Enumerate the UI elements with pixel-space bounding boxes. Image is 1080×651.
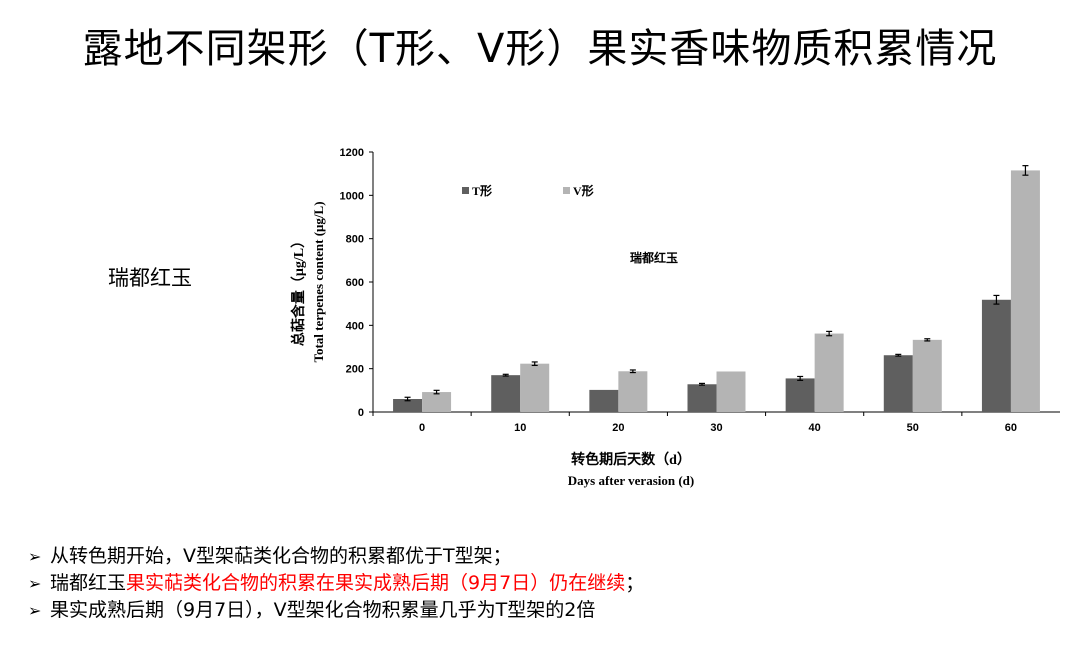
arrow-bullet-icon: ➢ [28, 574, 42, 593]
bar [618, 371, 648, 412]
x-tick-label: 0 [419, 422, 425, 434]
bar [912, 339, 942, 412]
slide-title: 露地不同架形（T形、V形）果实香味物质积累情况 [82, 26, 998, 72]
conclusion-text-end: ； [625, 572, 645, 594]
y-tick-label: 1000 [340, 190, 364, 202]
arrow-bullet-icon: ➢ [28, 547, 42, 566]
terpene-bar-chart: 0 200 400 600 800 1000 1200 0 10 20 30 40 50 60 T形 V形瑞都… [290, 147, 1060, 488]
legend-swatch [462, 187, 469, 194]
y-tick-label: 1200 [340, 147, 364, 159]
bar [422, 392, 452, 412]
bar [716, 371, 746, 412]
bar [393, 399, 423, 412]
conclusion-item: ➢ 瑞都红玉果实萜类化合物的积累在果实成熟后期（9月7日）仍在继续； [28, 570, 644, 597]
x-tick-label: 30 [710, 422, 722, 434]
x-tick-label: 60 [1005, 422, 1017, 434]
x-tick-label: 50 [907, 422, 919, 434]
bar [589, 389, 619, 412]
y-tick-label: 0 [358, 407, 364, 419]
x-axis-label-en: Days after verasion (d) [568, 473, 695, 488]
y-axis-label-en: Total terpenes content (μg/L) [311, 201, 326, 362]
conclusion-list: ➢ 从转色期开始，V型架萜类化合物的积累都优于T型架； ➢ 瑞都红玉果实萜类化合物的… [28, 543, 644, 624]
x-tick-label: 20 [612, 422, 624, 434]
y-tick-label: 200 [346, 364, 364, 376]
x-axis-label-cn: 转色期后天数（d） [571, 451, 691, 468]
legend-label: T形 [472, 184, 492, 198]
legend-label: V形 [573, 184, 594, 198]
bar [785, 378, 815, 412]
bar [981, 299, 1011, 412]
conclusion-text: 从转色期开始，V型架萜类化合物的积累都优于T型架； [50, 545, 512, 567]
bar [491, 375, 521, 412]
conclusion-item: ➢ 果实成熟后期（9月7日），V型架化合物积累量几乎为T型架的2倍 [28, 597, 644, 624]
y-tick-label: 800 [346, 234, 364, 246]
x-tick-label: 10 [514, 422, 526, 434]
y-tick-label: 600 [346, 277, 364, 289]
conclusion-highlight: 果实萜类化合物的积累在果实成熟后期（9月7日）仍在继续 [126, 572, 626, 594]
bar [1010, 170, 1040, 412]
conclusion-text: 瑞都红玉 [50, 572, 127, 594]
conclusion-item: ➢ 从转色期开始，V型架萜类化合物的积累都优于T型架； [28, 543, 644, 570]
conclusion-text: 果实成熟后期（9月7日），V型架化合物积累量几乎为T型架的2倍 [50, 599, 596, 621]
x-tick-label: 40 [809, 422, 821, 434]
y-tick-label: 400 [346, 320, 364, 332]
bar [520, 363, 550, 412]
bar [883, 355, 913, 412]
bar [814, 333, 844, 412]
variety-label: 瑞都红玉 [108, 266, 192, 290]
arrow-bullet-icon: ➢ [28, 601, 42, 620]
legend-swatch [563, 187, 570, 194]
chart-title: 瑞都红玉 [630, 250, 678, 265]
bar [687, 384, 717, 412]
y-axis-label-cn: 总萜含量（μg/L） [290, 234, 307, 346]
